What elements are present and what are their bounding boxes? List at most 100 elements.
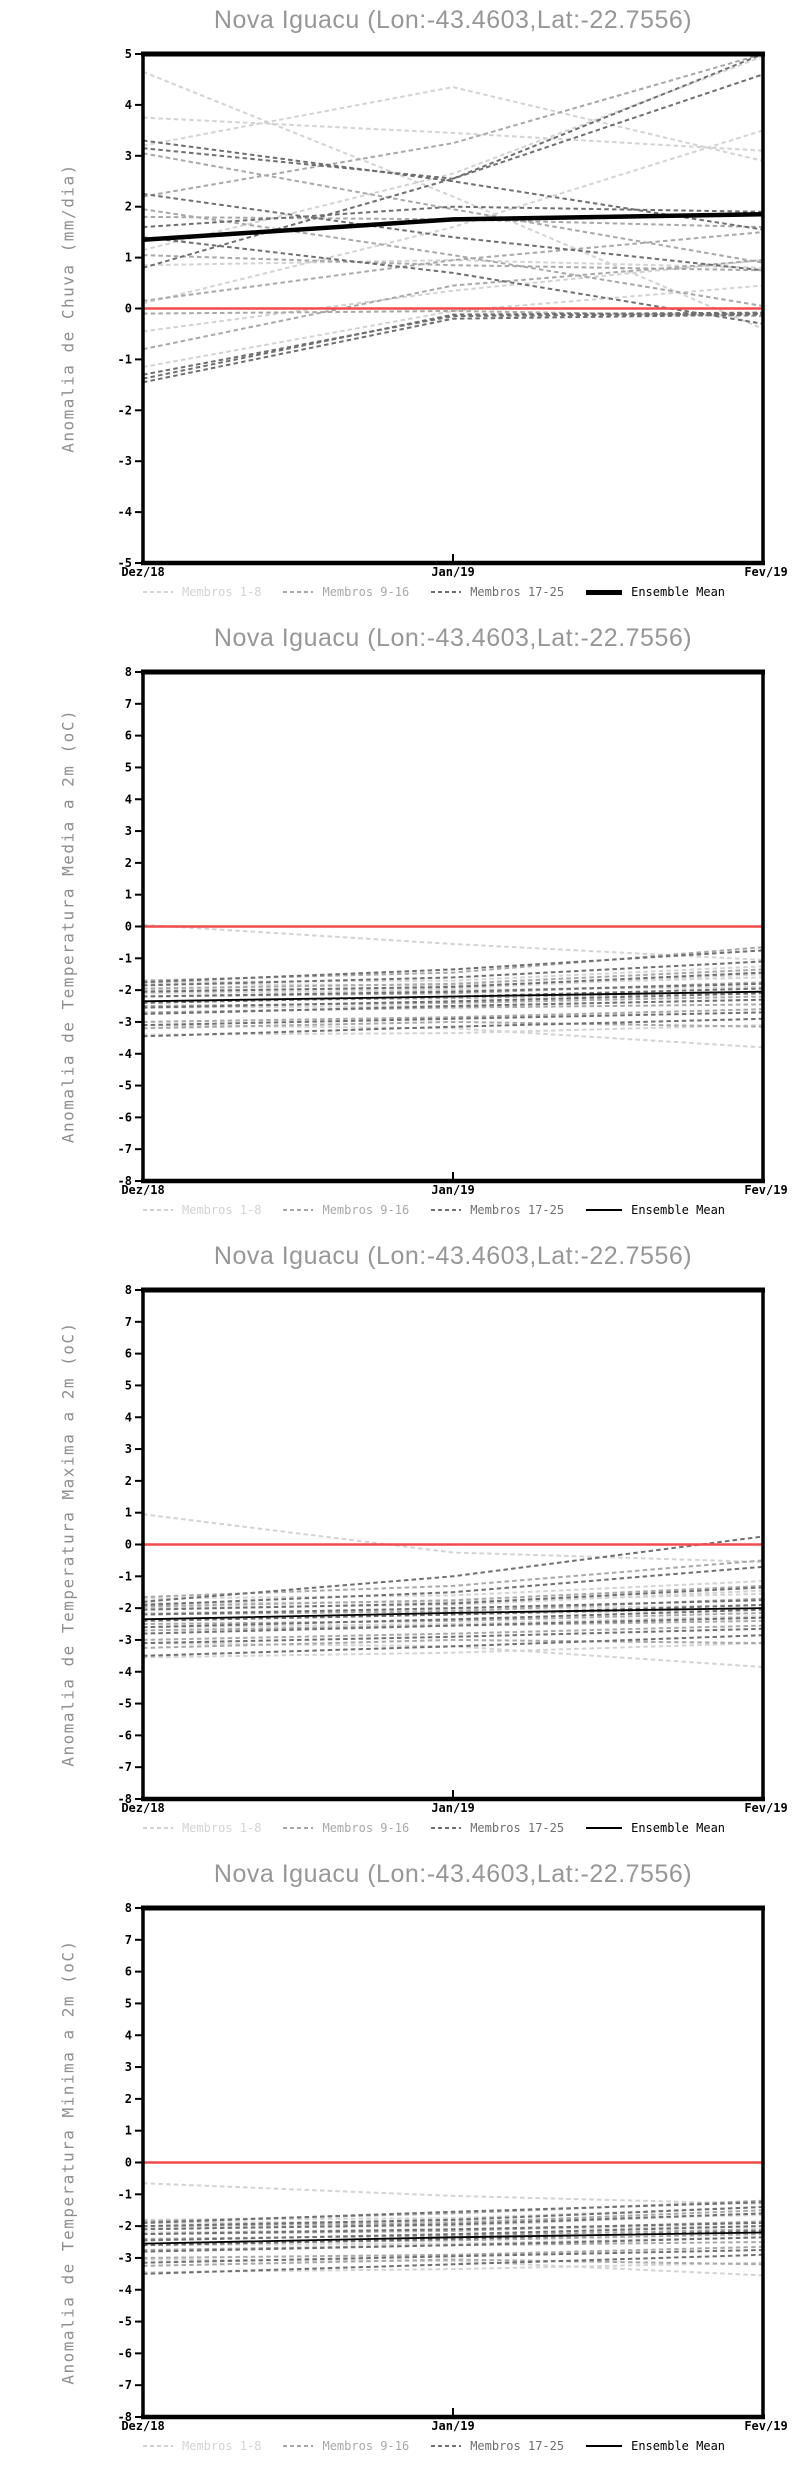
ensemble-member-line: [143, 2249, 763, 2264]
legend-label: Membros 1-8: [182, 1821, 262, 1835]
ensemble-member-line: [143, 2236, 763, 2253]
legend-label: Membros 1-8: [182, 2439, 262, 2453]
x-tick-label-dez: Dez/18: [121, 2419, 165, 2433]
ensemble-member-line: [143, 259, 763, 333]
ensemble-member-line: [143, 86, 763, 162]
ensemble-member-line: [143, 1535, 763, 1603]
chart-title: Nova Iguacu (Lon:-43.4603,Lat:-22.7556): [213, 6, 693, 34]
legend-label: Membros 9-16: [322, 2439, 410, 2453]
ensemble-member-line: [143, 2253, 763, 2275]
solid-line-sample: [586, 2445, 623, 2447]
y-tick-label: -8: [118, 1174, 132, 1188]
plot-inner: [143, 2161, 763, 2277]
ensemble-member-line: [143, 129, 763, 305]
legend-label: Membros 17-25: [470, 2439, 565, 2453]
ensemble-member-line: [143, 968, 763, 990]
ensemble-member-line: [143, 2182, 763, 2205]
legend-item-members-17-25: Membros 17-25: [431, 1203, 564, 1217]
dashed-line-sample: [283, 2445, 314, 2447]
solid-line-sample: [586, 1827, 623, 1829]
ensemble-member-line: [143, 946, 763, 982]
ensemble-member-line: [143, 2201, 763, 2224]
ensemble-member-line: [143, 992, 763, 1009]
legend-label: Ensemble Mean: [631, 2439, 726, 2453]
ensemble-member-line: [143, 1611, 763, 1625]
legend-label: Membros 9-16: [322, 585, 410, 599]
ensemble-member-line: [143, 309, 763, 318]
x-tick-label-fev: Fev/19: [744, 1801, 788, 1815]
y-tick-label: -8: [118, 2410, 132, 2424]
y-tick-label: 1: [125, 251, 132, 265]
ensemble-member-line: [143, 2212, 763, 2231]
y-tick-label: 4: [125, 1410, 132, 1424]
y-tick-label: -2: [118, 1601, 132, 1615]
y-tick-label: 6: [125, 729, 132, 743]
y-tick-label: -2: [118, 403, 132, 417]
chart-block-precipitation: Nova Iguacu (Lon:-43.4603,Lat:-22.7556) …: [0, 0, 800, 618]
ensemble-member-line: [143, 998, 763, 1015]
ensemble-member-line: [143, 1024, 763, 1036]
y-tick-label: -5: [118, 2315, 132, 2329]
y-tick-label: -1: [118, 2187, 132, 2201]
ensemble-member-line: [143, 73, 763, 180]
ensemble-member-line: [143, 960, 763, 987]
y-tick-label: -3: [118, 1015, 132, 1029]
legend: Membros 1-8 Membros 9-16 Membros 17-25 E…: [143, 1821, 763, 1835]
ensemble-member-line: [143, 1608, 763, 1629]
legend-label: Membros 17-25: [470, 1203, 565, 1217]
y-tick-label: -3: [118, 1633, 132, 1647]
chart-title: Nova Iguacu (Lon:-43.4603,Lat:-22.7556): [213, 1242, 693, 1270]
legend-label: Membros 17-25: [470, 1821, 565, 1835]
solid-line-sample: [586, 589, 623, 595]
y-tick-label: 4: [125, 792, 132, 806]
x-tick-label-jan: Jan/19: [431, 565, 475, 579]
y-tick-label: 2: [125, 200, 132, 214]
y-tick-label: -7: [118, 1142, 132, 1156]
ensemble-member-line: [143, 1584, 763, 1608]
ensemble-member-line: [143, 116, 763, 152]
legend-item-members-17-25: Membros 17-25: [431, 585, 564, 599]
y-tick-label: -2: [118, 2219, 132, 2233]
ensemble-member-line: [143, 1599, 763, 1616]
y-tick-label: -3: [118, 2251, 132, 2265]
chart-title: Nova Iguacu (Lon:-43.4603,Lat:-22.7556): [213, 1860, 693, 1888]
plot-area: -5 -4 -3 -2 -1 0 1 2 3 4 5: [118, 47, 765, 570]
y-tick-label: -4: [118, 1665, 132, 1679]
y-tick-label: -4: [118, 505, 132, 519]
y-tick-label: 6: [125, 1347, 132, 1361]
x-tick-label-jan: Jan/19: [431, 1183, 475, 1197]
ensemble-member-line: [143, 313, 763, 384]
x-tick-label-fev: Fev/19: [744, 1183, 788, 1197]
y-tick-label: 7: [125, 1315, 132, 1329]
legend-item-members-17-25: Membros 17-25: [431, 1821, 564, 1835]
chart-block-mean-temperature: Nova Iguacu (Lon:-43.4603,Lat:-22.7556) …: [0, 618, 800, 1236]
ensemble-member-line: [143, 1017, 763, 1038]
legend-item-members-1-8: Membros 1-8: [143, 2439, 261, 2453]
ensemble-mean-line: [143, 2231, 763, 2245]
legend-item-members-9-16: Membros 9-16: [283, 1203, 409, 1217]
y-tick-label: 2: [125, 856, 132, 870]
y-tick-label: 7: [125, 1933, 132, 1947]
dashed-line-sample: [283, 1209, 314, 1211]
y-tick-label: 6: [125, 1965, 132, 1979]
legend-item-members-17-25: Membros 17-25: [431, 2439, 564, 2453]
y-tick-label: 4: [125, 98, 132, 112]
plot-area: -8 -7 -6 -5 -4 -3 -2 -1 0 1 2 3 4 5 6 7 8: [118, 1283, 765, 1806]
y-tick-label: 2: [125, 1474, 132, 1488]
y-tick-label: 3: [125, 824, 132, 838]
y-tick-label: -1: [118, 352, 132, 366]
ensemble-member-line: [143, 193, 763, 272]
legend-item-members-9-16: Membros 9-16: [283, 585, 409, 599]
y-tick-label: 3: [125, 149, 132, 163]
ensemble-member-line: [143, 976, 763, 987]
ensemble-member-line: [143, 311, 763, 380]
legend-item-ensemble-mean: Ensemble Mean: [586, 1821, 725, 1835]
legend-label: Membros 9-16: [322, 1203, 410, 1217]
x-tick-label-dez: Dez/18: [121, 565, 165, 579]
plot-inner: [143, 54, 763, 384]
y-tick-label: 5: [125, 47, 132, 61]
ensemble-mean-line: [143, 212, 763, 243]
legend-item-members-9-16: Membros 9-16: [283, 2439, 409, 2453]
y-tick-label: 1: [125, 1506, 132, 1520]
legend-label: Ensemble Mean: [631, 1821, 726, 1835]
